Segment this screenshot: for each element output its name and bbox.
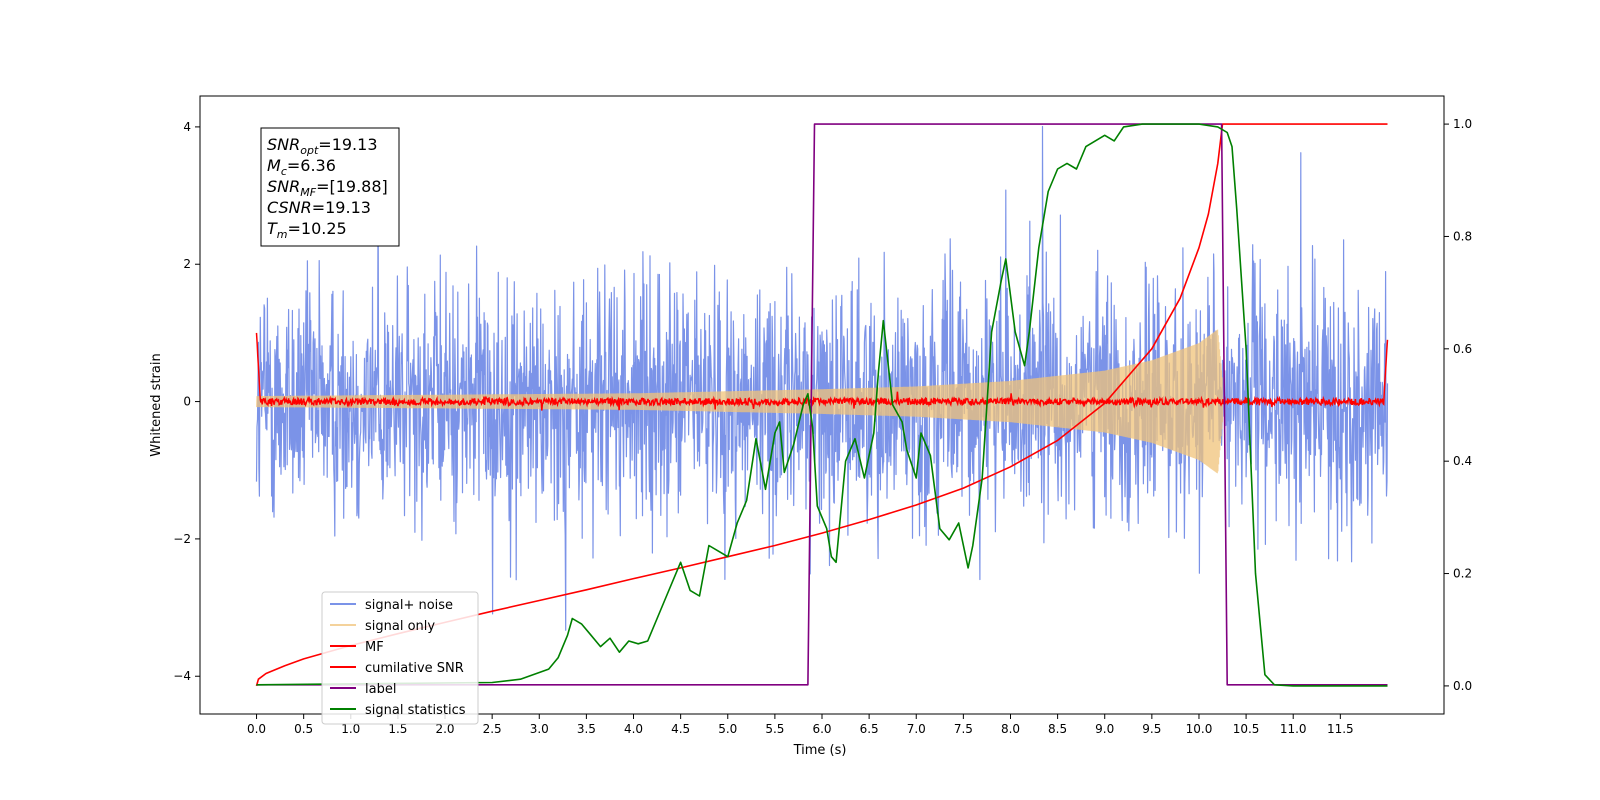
x-tick-label: 6.5 bbox=[860, 722, 879, 736]
y-axis-left: −4 −2 0 2 4 bbox=[173, 120, 200, 683]
series-line-signal-statistics bbox=[256, 123, 1388, 687]
legend: signal+ noise signal only MF cumilative SNR… bbox=[321, 591, 479, 725]
x-tick-label: 2.0 bbox=[435, 722, 454, 736]
x-tick-label: 10.5 bbox=[1233, 722, 1260, 736]
legend-cumilative-snr-label: cumilative SNR bbox=[365, 661, 464, 676]
x-tick-label: 9.5 bbox=[1142, 722, 1161, 736]
y-axis-right: 0.0 0.2 0.4 0.6 0.8 1.0 bbox=[1444, 117, 1472, 693]
legend-signal-only-label: signal only bbox=[365, 619, 435, 634]
annotation-line: Tm=10.25 bbox=[267, 219, 347, 241]
x-tick-label: 8.5 bbox=[1048, 722, 1067, 736]
x-axis-label: Time (s) bbox=[793, 743, 847, 758]
annotation-line: SNRMF=[19.88] bbox=[267, 177, 388, 199]
legend-mf-label: MF bbox=[365, 640, 384, 655]
legend-signal-statistics-label: signal statistics bbox=[365, 703, 466, 718]
x-tick-label: 9.0 bbox=[1095, 722, 1114, 736]
x-tick-label: 10.0 bbox=[1186, 722, 1213, 736]
y-right-tick-label: 0.6 bbox=[1453, 342, 1472, 356]
x-tick-label: 5.0 bbox=[718, 722, 737, 736]
series-line-label bbox=[256, 123, 1388, 686]
legend-signal-noise-label: signal+ noise bbox=[365, 598, 453, 613]
y-tick-label: 2 bbox=[183, 257, 191, 271]
x-tick-label: 11.0 bbox=[1280, 722, 1307, 736]
x-tick-label: 2.5 bbox=[483, 722, 502, 736]
annotation-line: SNRopt=19.13 bbox=[267, 135, 378, 157]
x-tick-label: 6.0 bbox=[812, 722, 831, 736]
x-tick-label: 5.5 bbox=[765, 722, 784, 736]
x-tick-label: 7.0 bbox=[907, 722, 926, 736]
y-tick-label: −4 bbox=[173, 669, 191, 683]
y-right-tick-label: 0.0 bbox=[1453, 679, 1472, 693]
x-tick-label: 4.0 bbox=[624, 722, 643, 736]
x-tick-label: 4.5 bbox=[671, 722, 690, 736]
series-line-mf bbox=[255, 332, 1389, 411]
x-tick-label: 0.5 bbox=[294, 722, 313, 736]
annotation-box: SNRopt=19.13Mc=6.36SNRMF=[19.88]CSNR=19.… bbox=[260, 127, 400, 247]
legend-frame bbox=[321, 591, 479, 725]
y-tick-label: −2 bbox=[173, 532, 191, 546]
y-right-tick-label: 0.8 bbox=[1453, 229, 1472, 243]
x-tick-label: 0.0 bbox=[247, 722, 266, 736]
annotation-line: Mc=6.36 bbox=[267, 156, 336, 178]
annotation-frame bbox=[260, 127, 400, 247]
y-right-tick-label: 1.0 bbox=[1453, 117, 1472, 131]
series-line-signal-only bbox=[256, 329, 1224, 474]
x-tick-label: 8.0 bbox=[1001, 722, 1020, 736]
x-axis: 0.0 0.5 1.0 1.5 2.0 2.5 3.0 3.5 4.0 4.5 5.0 5.5 6.0 6… bbox=[247, 714, 1354, 736]
x-tick-label: 7.5 bbox=[954, 722, 973, 736]
x-tick-label: 3.0 bbox=[530, 722, 549, 736]
legend-label-label: label bbox=[365, 682, 396, 697]
x-tick-label: 3.5 bbox=[577, 722, 596, 736]
y-tick-label: 0 bbox=[183, 395, 191, 409]
annotation-line: CSNR=19.13 bbox=[267, 198, 371, 217]
x-tick-label: 1.0 bbox=[341, 722, 360, 736]
y-tick-label: 4 bbox=[183, 120, 191, 134]
x-tick-label: 11.5 bbox=[1327, 722, 1354, 736]
y-right-tick-label: 0.4 bbox=[1453, 454, 1472, 468]
y-axis-label: Whitened strain bbox=[149, 353, 164, 456]
y-right-tick-label: 0.2 bbox=[1453, 567, 1472, 581]
x-tick-label: 1.5 bbox=[388, 722, 407, 736]
